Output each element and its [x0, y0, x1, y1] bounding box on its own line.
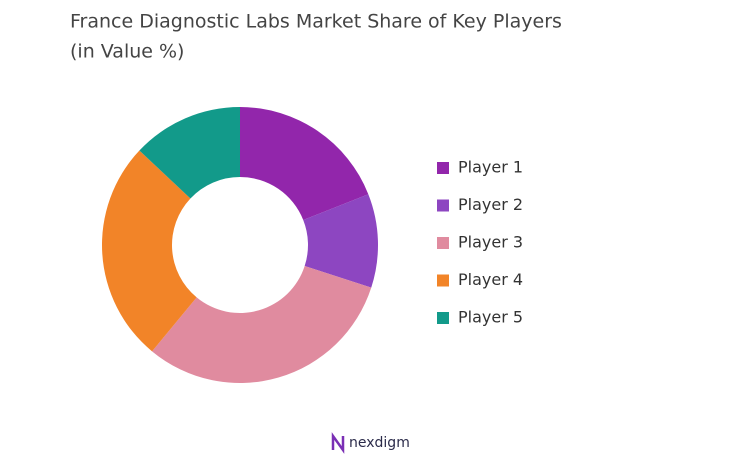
brand-name: nexdigm — [349, 435, 410, 451]
legend-label: Player 1 — [458, 158, 523, 177]
donut-slice — [303, 194, 378, 288]
donut-slice — [101, 150, 197, 352]
brand-logo: nexdigm — [331, 432, 410, 454]
chart-title: France Diagnostic Labs Market Share of K… — [70, 11, 562, 33]
chart-subtitle: (in Value %) — [70, 41, 184, 63]
legend-label: Player 4 — [458, 270, 523, 289]
logo-icon — [331, 432, 345, 454]
legend-swatch — [437, 274, 449, 287]
donut-slice — [152, 266, 372, 384]
legend-label: Player 5 — [458, 308, 523, 327]
donut-slice — [240, 107, 369, 220]
legend-label: Player 3 — [458, 233, 523, 252]
legend-swatch — [437, 162, 449, 174]
legend-swatch — [437, 312, 449, 324]
legend-swatch — [437, 199, 449, 212]
donut-slice — [139, 107, 240, 199]
legend-label: Player 2 — [458, 195, 523, 214]
legend-swatch — [437, 237, 449, 249]
